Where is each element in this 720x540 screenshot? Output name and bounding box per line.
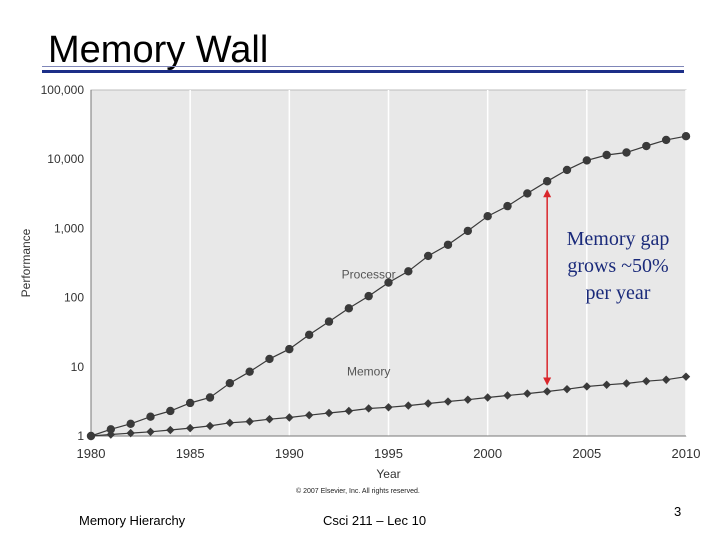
memory-point [285, 413, 294, 422]
processor-point [126, 419, 135, 429]
memory-point [106, 430, 116, 439]
y-tick-label: 10 [71, 360, 85, 374]
memory-point [324, 408, 334, 418]
annotation-line-3: per year [585, 282, 651, 304]
slide-title: Memory Wall [48, 29, 269, 71]
memory-point [622, 379, 631, 388]
processor-point [185, 398, 195, 408]
processor-point [503, 201, 512, 211]
annotation-line-2: grows ~50% [567, 255, 669, 277]
processor-point [443, 240, 453, 249]
memory-point [582, 382, 592, 391]
processor-point [642, 141, 651, 151]
x-tick-label: 1980 [77, 446, 106, 461]
processor-point [106, 425, 116, 434]
processor-point [265, 354, 274, 364]
y-tick-label: 1,000 [54, 221, 84, 235]
x-tick-label: 1995 [374, 446, 403, 461]
memory-point [185, 423, 195, 433]
gap-arrow-head-up [543, 189, 552, 198]
processor-point [562, 165, 572, 175]
y-tick-label: 100,000 [41, 83, 85, 97]
x-tick-label: 1990 [275, 446, 304, 461]
y-tick-label: 10,000 [47, 152, 84, 166]
memory-point [404, 401, 413, 410]
processor-point [205, 393, 215, 402]
gap-arrow-head-down [543, 377, 552, 386]
processor-point [304, 330, 314, 340]
processor-point [463, 226, 473, 236]
processor-point [483, 212, 492, 221]
memory-point [443, 397, 453, 406]
memory-point [602, 380, 611, 389]
memory-point [661, 375, 671, 384]
processor-point [225, 378, 235, 388]
memory-point [304, 410, 314, 420]
processor-point [542, 177, 552, 186]
processor-point [681, 131, 691, 141]
processor-point [602, 150, 611, 160]
processor-point [523, 189, 532, 198]
title-underline-thin [42, 66, 684, 67]
processor-point [146, 412, 155, 421]
memory-point [483, 393, 492, 402]
memory-gap-annotation: Memory gap grows ~50% per year [553, 226, 683, 307]
memory-point [384, 403, 393, 412]
series-label-memory: Memory [347, 364, 390, 378]
processor-point [661, 135, 671, 145]
memory-point [642, 376, 651, 386]
y-tick-label: 1 [77, 429, 84, 443]
x-axis-label: Year [376, 467, 400, 481]
memory-point [562, 384, 572, 394]
memory-point [205, 421, 215, 431]
processor-point [384, 278, 393, 287]
x-tick-label: 1985 [176, 446, 205, 461]
memory-point [166, 425, 175, 435]
title-underline [42, 70, 684, 73]
memory-point [126, 428, 135, 438]
memory-point [523, 389, 532, 398]
memory-point [681, 372, 691, 381]
memory-point [245, 417, 254, 426]
processor-point [245, 367, 254, 376]
footer-center: Csci 211 – Lec 10 [323, 513, 427, 528]
series-label-processor: Processor [342, 267, 396, 281]
memory-point [86, 431, 96, 441]
x-tick-label: 2005 [572, 446, 601, 461]
x-tick-label: 2010 [672, 446, 701, 461]
memory-point [463, 395, 473, 404]
memory-point [146, 427, 155, 436]
processor-point [364, 291, 373, 301]
y-axis-label: Performance [19, 228, 33, 297]
x-tick-label: 2000 [473, 446, 502, 461]
copyright-notice: © 2007 Elsevier, Inc. All rights reserve… [296, 488, 420, 495]
processor-point [622, 148, 631, 157]
footer-left: Memory Hierarchy [79, 513, 186, 528]
processor-point [166, 406, 175, 416]
processor-point [324, 317, 334, 326]
annotation-line-1: Memory gap [566, 228, 670, 250]
processor-point [423, 251, 433, 261]
memory-point [503, 391, 512, 400]
memory-point [542, 387, 552, 396]
y-tick-label: 100 [64, 291, 84, 305]
memory-point [225, 418, 235, 428]
memory-point [265, 414, 274, 424]
memory-point [423, 399, 433, 408]
processor-point [404, 267, 413, 276]
page-number: 3 [674, 504, 682, 519]
processor-point [285, 344, 294, 354]
processor-point [582, 156, 592, 165]
processor-point [344, 304, 354, 313]
memory-point [344, 406, 354, 416]
memory-point [364, 404, 373, 413]
